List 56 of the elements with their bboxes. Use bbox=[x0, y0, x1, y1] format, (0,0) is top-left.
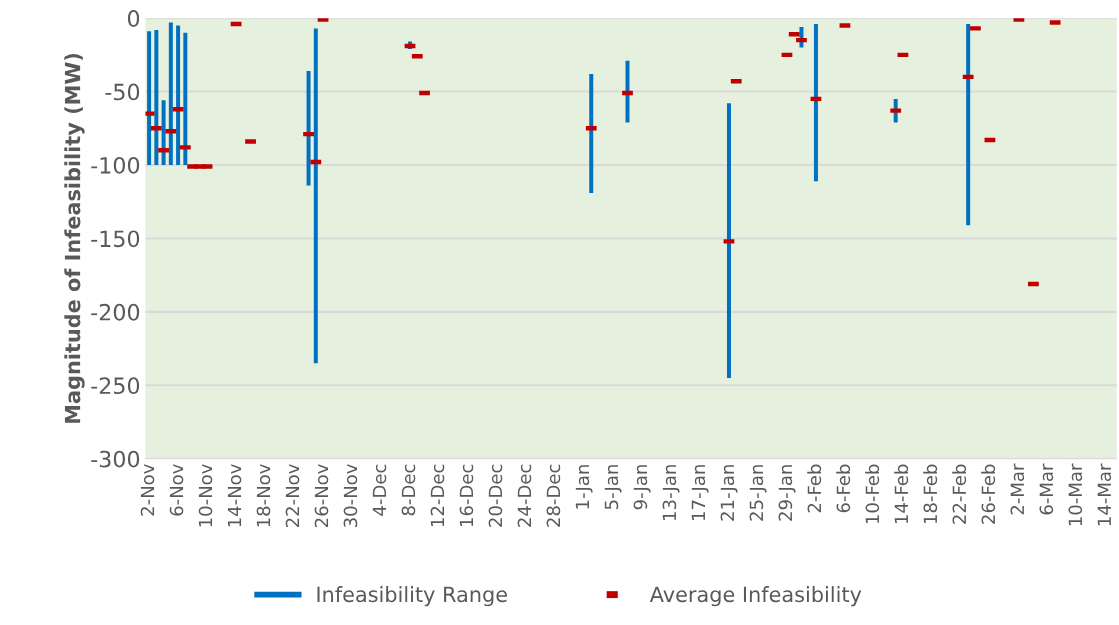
x-tick-label: 2-Nov bbox=[140, 464, 155, 516]
bar bbox=[313, 28, 318, 364]
x-tick-label: 1-Jan bbox=[575, 465, 593, 509]
x-tick-label: 6-Nov bbox=[169, 464, 184, 516]
x-tick-label: 14-Feb bbox=[894, 464, 909, 524]
y-axis-title: Magnitude of Infeasibility (MW) bbox=[64, 53, 85, 423]
x-tick-label: 8-Dec bbox=[401, 464, 416, 516]
x-tick-label: 4-Dec bbox=[372, 464, 387, 516]
bar bbox=[154, 29, 159, 165]
x-tick-label: 13-Jan bbox=[662, 465, 680, 520]
x-tick-label: 5-Jan bbox=[604, 465, 622, 510]
bar bbox=[625, 60, 630, 123]
x-tick-label: 22-Nov bbox=[285, 464, 300, 528]
y-tick-label: -100 bbox=[91, 156, 140, 174]
x-tick-label: 6-Feb bbox=[836, 464, 851, 513]
x-tick-label: 26-Nov bbox=[314, 464, 329, 528]
x-tick-label: 25-Jan bbox=[749, 465, 767, 521]
x-tick-label: 24-Dec bbox=[517, 464, 532, 527]
bar bbox=[966, 24, 971, 226]
x-tick-label: 26-Feb bbox=[981, 464, 996, 524]
x-tick-label: 18-Nov bbox=[256, 464, 271, 527]
bar bbox=[306, 71, 311, 186]
bar bbox=[183, 32, 188, 165]
x-tick-label: 21-Jan bbox=[720, 465, 738, 521]
x-tick-label: 9-Jan bbox=[633, 465, 651, 510]
bar bbox=[168, 22, 173, 165]
y-tick-label: -250 bbox=[91, 377, 140, 395]
bar bbox=[147, 31, 152, 165]
x-tick-label: 22-Feb bbox=[952, 464, 967, 524]
legend-label: Average Infeasibility bbox=[649, 586, 862, 607]
y-tick-label: -300 bbox=[91, 450, 140, 468]
x-tick-label: 6-Mar bbox=[1039, 463, 1054, 515]
x-tick-label: 16-Dec bbox=[459, 464, 474, 527]
bar bbox=[176, 25, 181, 165]
legend-label: Infeasibility Range bbox=[317, 586, 507, 607]
y-tick-label: -50 bbox=[105, 83, 140, 101]
y-tick-label: 0 bbox=[127, 10, 140, 27]
x-tick-label: 10-Mar bbox=[1068, 463, 1083, 526]
x-tick-label: 20-Dec bbox=[488, 464, 503, 527]
y-tick-label: -200 bbox=[91, 303, 140, 321]
x-tick-label: 28-Dec bbox=[546, 464, 561, 527]
x-tick-label: 17-Jan bbox=[691, 465, 709, 520]
x-tick-label: 12-Dec bbox=[430, 464, 445, 527]
x-tick-label: 14-Nov bbox=[227, 464, 242, 527]
y-tick-label: -150 bbox=[91, 230, 140, 248]
x-tick-label: 10-Feb bbox=[865, 464, 880, 524]
x-tick-label: 2-Feb bbox=[807, 464, 822, 513]
x-tick-label: 14-Mar bbox=[1097, 463, 1112, 526]
x-tick-label: 30-Nov bbox=[343, 464, 358, 527]
bar bbox=[726, 103, 731, 378]
x-tick-label: 2-Mar bbox=[1010, 463, 1025, 515]
x-tick-label: 18-Feb bbox=[923, 464, 938, 524]
x-tick-label: 29-Jan bbox=[778, 465, 796, 521]
x-tick-label: 10-Nov bbox=[198, 464, 213, 527]
bar bbox=[813, 24, 818, 182]
bar bbox=[589, 73, 594, 193]
